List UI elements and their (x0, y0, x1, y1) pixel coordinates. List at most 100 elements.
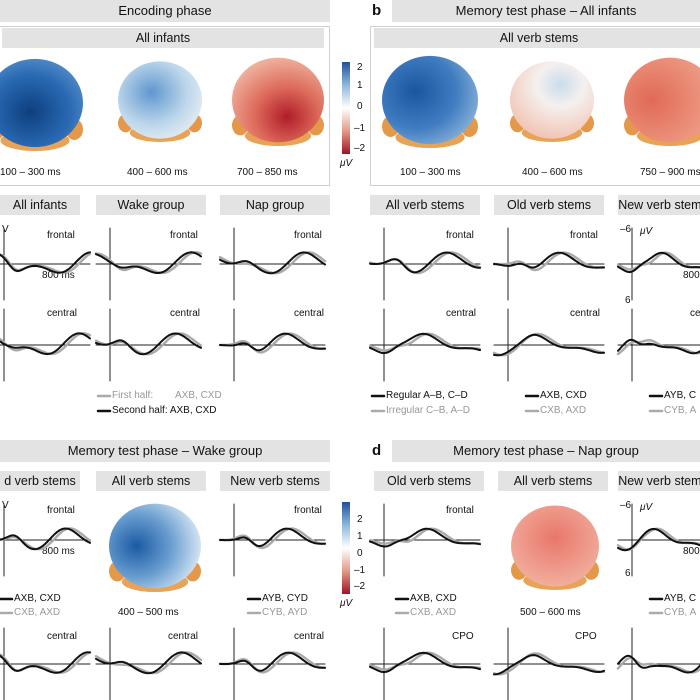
legend-c-new1: AYB, CYD (262, 593, 308, 604)
legend-b-reg: Regular A–B, C–D (386, 390, 468, 401)
legend-d-time: 500 – 600 ms (520, 607, 581, 618)
erp-a1-v: V (2, 224, 9, 235)
erp-d3-uv: μV (640, 502, 653, 513)
erp-row2-central-1 (94, 627, 203, 700)
panel-b-topo-box (370, 26, 700, 186)
legend-c-new2: CYB, AYD (262, 607, 308, 618)
colorbar-top-tick-2: 1 (357, 80, 363, 91)
erp-a2-central: central (170, 308, 201, 319)
erp-row1-central-4 (492, 308, 606, 382)
erp-row1-frontal-0 (0, 227, 92, 301)
erp-row2-central-2 (218, 627, 327, 700)
erp-b-header-3: New verb stems (618, 195, 700, 215)
head-b-2 (510, 61, 594, 142)
erp-c-header-2: All verb stems (96, 471, 206, 491)
erp-row1-central-2 (218, 308, 327, 382)
erp-a-header-1: All infants (0, 195, 80, 215)
erp-c3-central: central (294, 631, 325, 642)
erp-d3-neg6: –6 (620, 500, 632, 511)
erp-d3-800: 800 ms (683, 546, 700, 557)
erp-row1-central-3 (368, 308, 482, 382)
legend-b-old1: AXB, CXD (540, 390, 587, 401)
topo-b-time-2: 400 – 600 ms (522, 167, 583, 178)
erp-row1-central-0 (0, 308, 92, 382)
erp-c1-v: V (2, 500, 9, 511)
legend-a-second: Second half: AXB, CXD (112, 405, 217, 416)
legend-a-first: First half: (112, 390, 154, 401)
erp-b1-central: central (446, 308, 477, 319)
erp-b-header-2: Old verb stems (494, 195, 604, 215)
erp-a-header-2: Wake group (96, 195, 206, 215)
erp-row1-central-5 (616, 308, 700, 382)
panel-a-subtitle: All infants (2, 28, 324, 48)
colorbar-bottom-tick-3: 0 (357, 548, 363, 559)
head-d-2 (510, 505, 600, 590)
colorbar-bottom-unit: μV (340, 598, 353, 609)
legend-b-new1: AYB, C (664, 390, 697, 401)
panel-b-title: Memory test phase – All infants (392, 0, 700, 22)
erp-row2-frontal-3 (616, 503, 700, 577)
erp-row2-central-0 (0, 627, 92, 700)
erp-b-header-1: All verb stems (370, 195, 480, 215)
erp-d1-frontal: frontal (446, 505, 474, 516)
erp-row1-frontal-2 (218, 227, 327, 301)
head-b-1 (382, 55, 478, 148)
legend-a-first-cond: AXB, CXD (175, 390, 222, 401)
legend-c-time: 400 – 500 ms (118, 607, 179, 618)
erp-b3-pos6: 6 (625, 295, 631, 306)
panel-c-title: Memory test phase – Wake group (0, 440, 330, 462)
topo-a-time-1: 100 – 300 ms (0, 167, 61, 178)
erp-row1-frontal-4 (492, 227, 606, 301)
panel-b-subtitle: All verb stems (374, 28, 700, 48)
erp-d-header-1: Old verb stems (374, 471, 484, 491)
erp-b3-800: 800 ms (683, 270, 700, 281)
legend-c-old2: CXB, AXD (14, 607, 61, 618)
erp-b2-central: central (570, 308, 601, 319)
topo-b-time-3: 750 – 900 ms (640, 167, 700, 178)
topo-a-time-2: 400 – 600 ms (127, 167, 188, 178)
erp-row2-central-5 (616, 627, 700, 700)
erp-d-header-3: New verb stems (618, 471, 700, 491)
legend-d-old2: CXB, AXD (410, 607, 457, 618)
panel-a-title: Encoding phase (0, 0, 330, 22)
legend-b-old2: CXB, AXD (540, 405, 587, 416)
colorbar-bottom-tick-4: –1 (354, 565, 366, 576)
erp-c-header-1: d verb stems (0, 471, 80, 491)
erp-b3-neg6: –6 (620, 224, 632, 235)
erp-c1-frontal: frontal (47, 505, 75, 516)
erp-c-header-3: New verb stems (220, 471, 330, 491)
legend-b-irr: Irregular C–B, A–D (386, 405, 470, 416)
topo-b-time-1: 100 – 300 ms (400, 167, 461, 178)
erp-b3-uv: μV (640, 226, 653, 237)
colorbar-bottom-tick-5: –2 (354, 581, 366, 592)
erp-a-header-3: Nap group (220, 195, 330, 215)
head-a-2 (118, 61, 202, 142)
erp-row1-frontal-5 (616, 227, 700, 301)
erp-a2-frontal: frontal (170, 230, 198, 241)
colorbar-top-tick-3: 0 (357, 101, 363, 112)
erp-row1-frontal-3 (368, 227, 482, 301)
colorbar-bottom-tick-1: 2 (357, 514, 363, 525)
colorbar-bottom (342, 502, 350, 594)
colorbar-top-tick-1: 2 (357, 62, 363, 73)
erp-c1-800: 800 ms (42, 546, 75, 557)
erp-c3-frontal: frontal (294, 505, 322, 516)
erp-a3-frontal: frontal (294, 230, 322, 241)
erp-c2-central: central (168, 631, 199, 642)
legend-b-new2: CYB, A (664, 405, 697, 416)
erp-d1-cpo: CPO (452, 631, 474, 642)
legend-c-old1: AXB, CXD (14, 593, 61, 604)
legend-d-new2: CYB, A (664, 607, 697, 618)
erp-row1-central-1 (94, 308, 203, 382)
head-b-3 (624, 57, 700, 146)
erp-d2-cpo: CPO (575, 631, 597, 642)
colorbar-top-tick-4: –1 (354, 123, 366, 134)
erp-row2-central-4 (492, 627, 606, 700)
panel-a-topo-box (0, 26, 330, 186)
legend-d-old1: AXB, CXD (410, 593, 457, 604)
head-c-2 (109, 503, 201, 592)
erp-c1-central: central (47, 631, 78, 642)
colorbar-top-tick-5: –2 (354, 143, 366, 154)
head-a-3 (232, 57, 324, 146)
